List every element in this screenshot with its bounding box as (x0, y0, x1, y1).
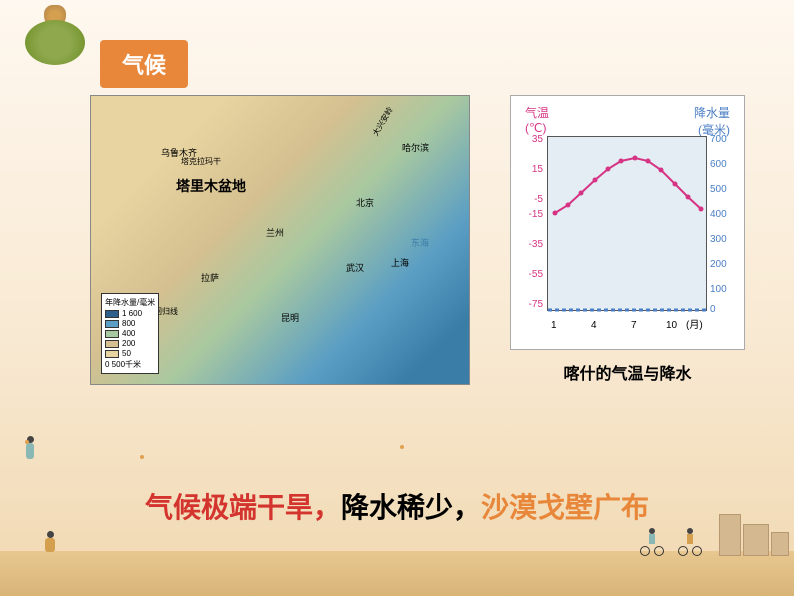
sitting-person-decoration (40, 531, 60, 556)
donghai-label: 东海 (411, 236, 429, 249)
chart-plot-area (547, 136, 707, 311)
map-inner: 塔里木盆地 乌鲁木齐 塔克拉玛干 哈尔滨 北京 兰州 拉萨 武汉 上海 昆明 东… (91, 96, 469, 384)
content-row: 塔里木盆地 乌鲁木齐 塔克拉玛干 哈尔滨 北京 兰州 拉萨 武汉 上海 昆明 东… (90, 95, 745, 385)
cactus-decoration (10, 5, 100, 75)
summary-part3: 沙漠戈壁广布 (481, 492, 649, 523)
precipitation-map: 塔里木盆地 乌鲁木齐 塔克拉玛干 哈尔滨 北京 兰州 拉萨 武汉 上海 昆明 东… (90, 95, 470, 385)
dot-decoration (400, 445, 404, 449)
climate-chart: 气温 (℃) 降水量 (毫米) (510, 95, 745, 350)
city-kunming: 昆明 (281, 311, 299, 324)
city-beijing: 北京 (356, 196, 374, 209)
taklamakan-label: 塔克拉玛干 (181, 156, 221, 167)
section-title: 气候 (122, 53, 166, 78)
dot-decoration (25, 440, 29, 444)
map-legend: 年降水量/毫米 1 600 800 400 200 50 0 500千米 (101, 293, 159, 374)
dot-decoration (140, 455, 144, 459)
chart-section: 气温 (℃) 降水量 (毫米) (510, 95, 745, 385)
daxinganling-label: 大兴安岭 (370, 105, 396, 138)
city-harbin: 哈尔滨 (402, 141, 429, 154)
cyclists-decoration (638, 526, 704, 556)
legend-scale: 0 500千米 (105, 359, 155, 370)
city-lanzhou: 兰州 (266, 226, 284, 239)
city-shanghai: 上海 (391, 256, 409, 269)
summary-part2: 降水稀少， (341, 492, 481, 523)
summary-text: 气候极端干旱，降水稀少，沙漠戈壁广布 (0, 486, 794, 526)
legend-title: 年降水量/毫米 (105, 297, 155, 308)
temp-axis-title: 气温 (℃) (525, 104, 549, 135)
skater-decoration (20, 436, 40, 466)
precip-axis-title: 降水量 (毫米) (694, 104, 730, 138)
city-wuhan: 武汉 (346, 261, 364, 274)
buildings-decoration (719, 506, 789, 556)
chart-caption: 喀什的气温与降水 (563, 360, 691, 384)
temp-line (548, 137, 708, 312)
basin-label: 塔里木盆地 (176, 176, 246, 196)
section-title-badge: 气候 (100, 40, 188, 88)
summary-part1: 气候极端干旱， (145, 492, 341, 523)
ground-decoration (0, 551, 794, 596)
city-lhasa: 拉萨 (201, 271, 219, 284)
